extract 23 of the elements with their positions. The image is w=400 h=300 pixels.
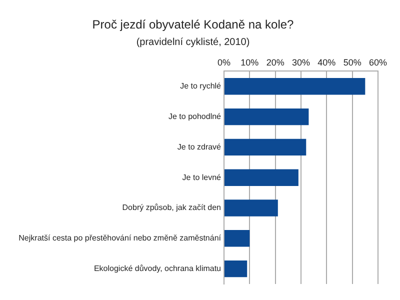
bar: [224, 260, 248, 278]
bar: [224, 169, 298, 186]
x-tick-label: 30%: [292, 57, 310, 68]
bar: [224, 108, 309, 126]
y-tick-label: Je to zdravé: [177, 142, 222, 152]
y-tick-label: Je to pohodlné: [168, 112, 222, 122]
bar: [224, 78, 366, 95]
y-tick-label: Je to rychlé: [180, 82, 222, 91]
x-tick-label: 10%: [240, 57, 259, 68]
x-tick-label: 0%: [217, 57, 231, 68]
bar: [224, 138, 306, 156]
x-tick-label: 40%: [318, 57, 336, 68]
y-tick-label: Ekologické důvody, ochrana klimatu: [94, 264, 221, 274]
y-tick-label: Nejkratší cesta po přestěhování nebo změně zaměstnání: [18, 234, 222, 243]
x-tick-label: 20%: [266, 57, 284, 68]
y-tick-label: Dobrý způsob, jak začít den: [122, 203, 221, 212]
x-tick-label: 60%: [368, 57, 388, 68]
x-tick-label: 50%: [343, 57, 362, 68]
chart-subtitle: (pravidelní cyklisté, 2010): [136, 37, 250, 48]
bar: [224, 230, 250, 247]
y-tick-label: Je to levné: [182, 172, 222, 182]
bar: [224, 200, 278, 216]
chart-title: Proč jezdí obyvatelé Kodaně na kole?: [92, 18, 294, 32]
